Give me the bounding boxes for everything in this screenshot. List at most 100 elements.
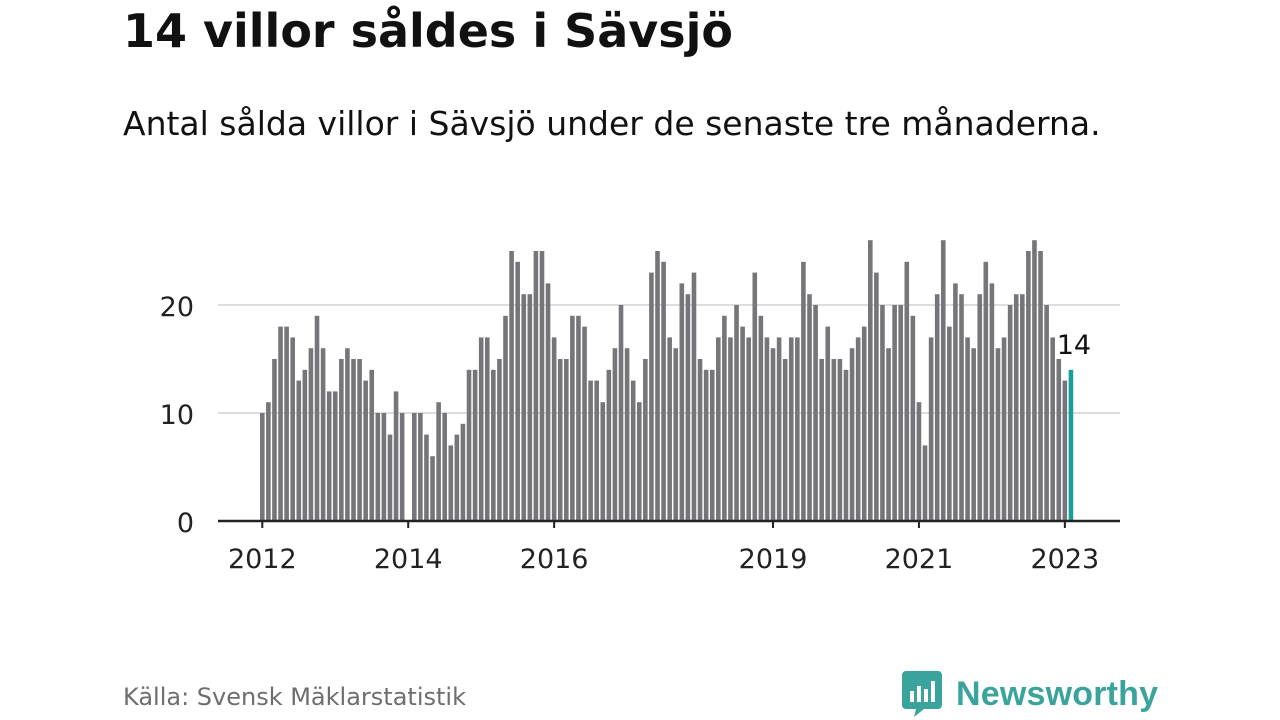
bar	[582, 326, 587, 521]
bar	[320, 348, 326, 521]
bar	[904, 261, 910, 521]
bar	[716, 337, 721, 521]
bar	[868, 240, 873, 521]
y-tick-label: 20	[160, 292, 194, 323]
bar	[782, 359, 788, 521]
bar	[363, 380, 368, 521]
bar	[412, 413, 417, 521]
bar	[454, 434, 460, 521]
highlight-value-label: 14	[1057, 330, 1091, 361]
bar	[971, 348, 976, 521]
bar	[472, 369, 478, 521]
bar	[1007, 305, 1013, 521]
bar	[484, 337, 490, 521]
newsworthy-logo-icon	[902, 671, 942, 717]
bar	[491, 369, 496, 521]
bar	[442, 413, 447, 521]
bar	[478, 337, 484, 521]
bar	[685, 294, 691, 521]
bar	[764, 337, 770, 521]
bar	[898, 305, 903, 521]
bar	[551, 337, 557, 521]
bar	[557, 359, 563, 521]
bar	[959, 294, 964, 521]
bar	[916, 402, 922, 521]
bar	[539, 251, 545, 521]
bar	[332, 391, 338, 521]
bar	[345, 348, 350, 521]
x-tick-label: 2014	[374, 544, 443, 575]
brand-name: Newsworthy	[956, 674, 1159, 713]
bar-highlight	[1068, 369, 1074, 521]
bar	[855, 337, 861, 521]
bar	[709, 369, 715, 521]
bar	[940, 240, 946, 521]
bar	[357, 359, 362, 521]
bar	[570, 315, 575, 521]
bar	[418, 413, 423, 521]
chart-subtitle: Antal sålda villor i Sävsjö under de sen…	[123, 104, 1101, 143]
x-tick-label: 2019	[739, 544, 808, 575]
bar	[1044, 305, 1049, 521]
bar	[503, 315, 508, 521]
y-tick-label: 0	[177, 508, 194, 539]
bar	[339, 359, 344, 521]
bar	[618, 305, 624, 521]
bar	[466, 369, 472, 521]
bar	[807, 294, 812, 521]
x-tick-label: 2012	[228, 544, 297, 575]
bar	[801, 261, 806, 521]
bar	[1026, 251, 1031, 521]
bar	[1038, 251, 1043, 521]
bar	[776, 337, 782, 521]
bar	[314, 315, 320, 521]
bar	[673, 348, 679, 521]
bar	[308, 348, 314, 521]
bar	[1001, 337, 1007, 521]
bar	[746, 337, 751, 521]
bar	[351, 359, 356, 521]
bar	[272, 359, 277, 521]
bar	[892, 305, 897, 521]
bar	[588, 380, 593, 521]
bar	[643, 359, 648, 521]
bar	[953, 283, 958, 521]
bar-chart: 0 10 20 2012 2014 2016 2019 2021 2023 14	[160, 240, 1120, 575]
bar	[515, 261, 520, 521]
bar	[788, 337, 794, 521]
bar	[977, 294, 983, 521]
bar	[795, 337, 800, 521]
bar	[296, 380, 302, 521]
bar	[381, 413, 387, 521]
bar	[947, 326, 952, 521]
bar	[983, 261, 989, 521]
bar	[1013, 294, 1019, 521]
bar	[819, 359, 824, 521]
bar	[825, 326, 831, 521]
bar	[576, 315, 581, 521]
bar	[564, 359, 569, 521]
bar	[369, 369, 375, 521]
bar	[831, 359, 837, 521]
bar	[679, 283, 685, 521]
bar	[770, 348, 776, 521]
bar	[843, 369, 849, 521]
bar	[624, 348, 630, 521]
bar	[740, 326, 745, 521]
bar	[1056, 359, 1062, 521]
bar	[813, 305, 818, 521]
bar	[667, 337, 672, 521]
x-tick-label: 2023	[1031, 544, 1100, 575]
bar	[278, 326, 283, 521]
bar	[290, 337, 295, 521]
bar	[509, 251, 514, 521]
bar	[606, 369, 612, 521]
bar	[934, 294, 940, 521]
bar	[594, 380, 599, 521]
bar	[1032, 240, 1037, 521]
bar	[436, 402, 441, 521]
bar	[661, 261, 666, 521]
bar	[533, 251, 539, 521]
bar	[630, 380, 636, 521]
bar	[302, 369, 308, 521]
